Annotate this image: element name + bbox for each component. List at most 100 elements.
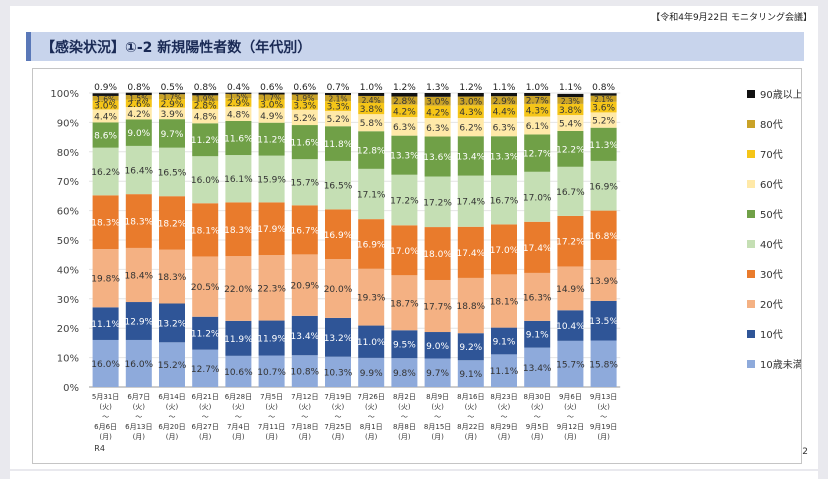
bar-segment (424, 332, 451, 359)
x-tick-label: 7月5日 (260, 393, 283, 401)
x-tick-label: (火) (398, 403, 411, 411)
bar-segment (424, 279, 451, 333)
data-label: 0.4% (227, 83, 250, 93)
data-label: 22.3% (257, 284, 286, 294)
bar-segment (291, 254, 318, 316)
data-label: 11.8% (324, 140, 353, 150)
bar-segment (424, 93, 451, 97)
data-label: 9.7% (161, 130, 184, 140)
data-label: 5.2% (293, 114, 316, 124)
bar-segment (590, 127, 617, 161)
data-label: 16.0% (191, 176, 220, 186)
bar-segment (291, 125, 318, 160)
data-label: 12.8% (357, 147, 386, 157)
data-label: 11.9% (257, 335, 286, 345)
data-label: 5.2% (327, 115, 350, 125)
x-tick-label: (火) (564, 403, 577, 411)
data-label: 10.4% (556, 322, 585, 332)
data-label: 16.7% (291, 226, 320, 236)
bar-segment (325, 126, 351, 161)
bar-segment (524, 320, 551, 348)
legend-label: 30代 (760, 269, 783, 281)
data-label: 2.6% (127, 100, 150, 110)
bar-segment (192, 349, 219, 387)
bar-segment (590, 340, 617, 387)
data-label: 13.4% (523, 364, 552, 374)
next-slide-edge (10, 471, 818, 479)
data-label: 6.3% (426, 124, 449, 134)
data-label: 6.3% (493, 123, 516, 133)
data-label: 18.3% (91, 219, 120, 229)
data-label: 3.9% (161, 110, 184, 120)
data-label: 15.7% (291, 179, 320, 189)
bar-segment (524, 95, 551, 104)
bar-segment (225, 98, 252, 107)
x-tick-label: (月) (365, 433, 378, 441)
legend-label: 80代 (760, 119, 783, 131)
legend-swatch (747, 150, 755, 158)
legend-label: 10歳未満 (760, 359, 801, 371)
bar-segment (424, 227, 451, 280)
data-label: 9.2% (459, 343, 482, 353)
bar-segment (358, 102, 385, 115)
data-label: 18.4% (125, 271, 154, 281)
bar-segment (457, 105, 484, 118)
data-label: 4.4% (493, 108, 516, 118)
data-label: 17.4% (457, 198, 486, 208)
data-label: 11.2% (191, 136, 220, 146)
bar-segment (590, 300, 617, 341)
y-tick-label: 40% (57, 265, 79, 276)
legend-swatch (747, 210, 755, 218)
data-label: 6.3% (393, 123, 416, 133)
bar-segment (457, 96, 484, 106)
data-label: 17.7% (423, 303, 452, 313)
bar-segment (258, 122, 285, 156)
x-tick-label: (火) (166, 403, 179, 411)
bar-segment (125, 145, 152, 195)
bar-segment (225, 120, 252, 156)
data-label: 13.3% (490, 152, 519, 162)
bar-segment (590, 112, 617, 128)
x-tick-label: 8月8日 (393, 423, 416, 431)
data-label: 16.0% (91, 360, 120, 370)
x-tick-label: 8月23日 (490, 393, 517, 401)
x-tick-label: 8月30日 (524, 393, 551, 401)
data-label: 12.7% (191, 365, 220, 375)
bar-segment (192, 156, 219, 204)
data-label: 13.2% (158, 319, 187, 329)
x-tick-label: 8月15日 (424, 423, 451, 431)
bar-segment (358, 219, 385, 269)
data-label: 1.7% (162, 93, 181, 102)
data-label: 20.5% (191, 283, 220, 293)
slide: 【令和4年9月22日 モニタリング会議】 【感染状況】①-2 新規陽性者数（年代… (10, 6, 818, 469)
x-tick-label: (火) (498, 403, 511, 411)
data-label: 4.9% (260, 112, 283, 122)
data-label: 11.3% (589, 141, 618, 151)
data-label: 11.1% (490, 367, 519, 377)
x-tick-label: (月) (99, 433, 112, 441)
data-label: 10.6% (224, 368, 253, 378)
data-label: 18.7% (390, 299, 419, 309)
x-tick-label: 〜 (501, 413, 508, 421)
data-label: 11.2% (191, 330, 220, 340)
data-label: 16.9% (589, 182, 618, 192)
bar-segment (258, 94, 285, 100)
data-label: 1.0% (360, 83, 383, 93)
data-label: 2.1% (594, 95, 613, 104)
bar-segment (391, 174, 418, 226)
data-label: 18.1% (191, 226, 220, 236)
bar-segment (258, 108, 285, 123)
x-tick-label: (月) (199, 433, 212, 441)
data-label: 15.9% (257, 175, 286, 185)
bar-segment (225, 320, 252, 356)
bar-segment (557, 215, 584, 267)
bar-segment (457, 360, 484, 387)
bar-segment (225, 256, 252, 321)
x-tick-label: 7月18日 (291, 423, 318, 431)
data-label: 16.1% (224, 175, 253, 185)
legend-label: 10代 (760, 329, 783, 341)
bar-segment (424, 136, 451, 177)
bar-segment (258, 99, 285, 109)
x-tick-label: (火) (332, 403, 345, 411)
data-label: 2.9% (227, 99, 250, 109)
